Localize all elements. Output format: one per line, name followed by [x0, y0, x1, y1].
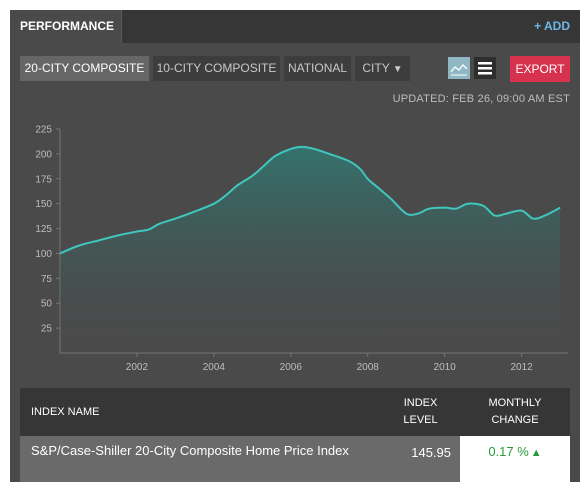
index-name-cell: S&P/Case-Shiller 20-City Composite Home … [31, 443, 349, 458]
updated-timestamp: UPDATED: FEB 26, 09:00 AM EST [392, 93, 570, 105]
y-tick-label: 50 [41, 299, 53, 310]
x-tick-label: 2004 [203, 362, 226, 373]
x-tick-label: 2006 [280, 362, 303, 373]
col-index-level-line2: LEVEL [403, 414, 438, 426]
city-dropdown[interactable]: CITY ▼ [355, 56, 410, 81]
series-line [59, 145, 561, 255]
y-tick-label: 25 [41, 324, 53, 335]
y-tick-label: 125 [35, 224, 52, 235]
list-view-button[interactable] [474, 57, 496, 79]
composite-10-city-button[interactable]: 10-CITY COMPOSITE [153, 56, 280, 81]
index-level-cell: 145.95 [411, 445, 451, 460]
table-row[interactable]: S&P/Case-Shiller 20-City Composite Home … [20, 436, 570, 482]
monthly-change-value: 0.17 % [488, 444, 529, 459]
list-icon [478, 62, 492, 75]
x-tick-label: 2012 [510, 362, 533, 373]
col-index-level-line1: INDEX [403, 397, 438, 409]
y-tick-label: 75 [41, 274, 53, 285]
x-tick-label: 2002 [126, 362, 149, 373]
y-tick-label: 200 [35, 149, 52, 160]
y-axis: 25 50 75 100 125 150 175 200 225 [35, 125, 61, 353]
tab-performance[interactable]: PERFORMANCE [10, 10, 122, 43]
col-monthly-change-line2: CHANGE [491, 414, 539, 426]
y-tick-label: 225 [35, 125, 52, 136]
table-header: INDEX NAME INDEX LEVEL MONTHLY CHANGE [20, 388, 570, 436]
series-area [60, 146, 561, 353]
monthly-change-cell: 0.17 % ▲ [460, 436, 570, 482]
composite-20-city-button[interactable]: 20-CITY COMPOSITE [20, 56, 149, 81]
col-monthly-change-line1: MONTHLY [488, 397, 542, 409]
national-button[interactable]: NATIONAL [284, 56, 351, 81]
col-index-level: INDEX LEVEL [388, 395, 453, 429]
up-arrow-icon: ▲ [530, 447, 542, 459]
line-chart-icon [450, 64, 468, 76]
col-monthly-change: MONTHLY CHANGE [460, 395, 570, 429]
chevron-down-icon: ▼ [392, 64, 403, 75]
city-dropdown-label: CITY [362, 61, 390, 75]
chart-view-button[interactable] [448, 57, 470, 79]
widget-header: PERFORMANCE + ADD [10, 10, 580, 43]
x-tick-label: 2008 [357, 362, 380, 373]
y-tick-label: 100 [35, 249, 52, 260]
y-tick-label: 150 [35, 199, 52, 210]
col-index-name: INDEX NAME [31, 406, 100, 418]
export-button[interactable]: EXPORT [510, 56, 570, 82]
add-button[interactable]: + ADD [534, 19, 570, 33]
x-axis: 2002 2004 2006 2008 2010 2012 [60, 352, 568, 373]
x-tick-label: 2010 [434, 362, 457, 373]
performance-widget: PERFORMANCE + ADD 20-CITY COMPOSITE 10-C… [10, 10, 580, 482]
y-tick-label: 175 [35, 174, 52, 185]
